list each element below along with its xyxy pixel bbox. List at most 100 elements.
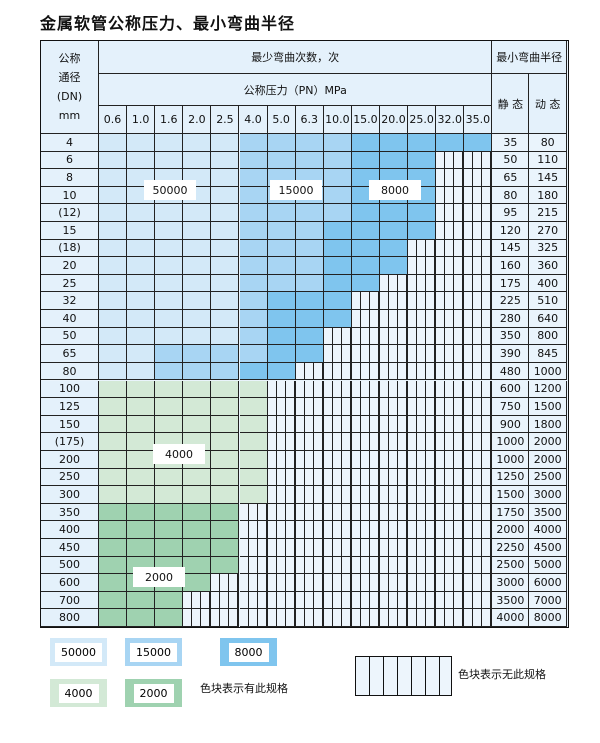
- unavailable-cell: [295, 415, 324, 434]
- unavailable-cell: [408, 327, 437, 346]
- available-cell: [380, 204, 409, 223]
- available-cell: [351, 134, 380, 152]
- page-title: 金属软管公称压力、最小弯曲半径: [40, 14, 296, 33]
- available-cell: [295, 239, 324, 258]
- dynamic-radius: 640: [529, 310, 567, 328]
- available-cell: [127, 468, 156, 487]
- available-cell: [183, 310, 212, 328]
- static-radius: 65: [492, 169, 530, 187]
- unavailable-cell: [267, 415, 296, 434]
- available-cell: [295, 151, 324, 170]
- dn-cell: 400: [41, 521, 99, 539]
- static-radius: 95: [492, 204, 530, 223]
- dn-cell: 15: [41, 222, 99, 240]
- unavailable-cell: [295, 380, 324, 399]
- available-cell: [99, 345, 128, 363]
- available-cell: [183, 415, 212, 434]
- dynamic-radius: 1200: [529, 380, 567, 399]
- available-cell: [155, 151, 184, 170]
- available-cell: [127, 257, 156, 275]
- dynamic-radius: 2500: [529, 468, 567, 487]
- static-radius: 4000: [492, 609, 530, 627]
- dn-cell: 200: [41, 450, 99, 469]
- dn-cell: (12): [41, 204, 99, 223]
- available-cell: [127, 239, 156, 258]
- available-cell: [211, 468, 240, 487]
- unavailable-cell: [295, 486, 324, 504]
- available-cell: [99, 398, 128, 416]
- available-cell: [211, 204, 240, 223]
- unavailable-cell: [351, 415, 380, 434]
- unavailable-cell: [408, 310, 437, 328]
- static-radius: 350: [492, 327, 530, 346]
- unavailable-cell: [351, 310, 380, 328]
- unavailable-cell: [211, 574, 240, 592]
- unavailable-cell: [295, 609, 324, 627]
- unavailable-cell: [436, 169, 465, 187]
- static-radius: 225: [492, 292, 530, 311]
- unavailable-cell: [436, 574, 465, 592]
- available-cell: [267, 327, 296, 346]
- available-cell: [155, 345, 184, 363]
- available-cell: [211, 186, 240, 205]
- unavailable-cell: [464, 538, 493, 557]
- unavailable-cell: [239, 574, 268, 592]
- available-cell: [127, 521, 156, 539]
- available-cell: [239, 433, 268, 451]
- available-cell: [239, 486, 268, 504]
- dn-cell: 450: [41, 538, 99, 557]
- unavailable-cell: [380, 327, 409, 346]
- dynamic-radius: 3000: [529, 486, 567, 504]
- unavailable-cell: [351, 591, 380, 610]
- available-cell: [183, 204, 212, 223]
- unavailable-cell: [295, 591, 324, 610]
- available-cell: [155, 327, 184, 346]
- unavailable-cell: [267, 591, 296, 610]
- unavailable-cell: [211, 609, 240, 627]
- legend-15000: 15000: [125, 638, 182, 666]
- dn-cell: 10: [41, 186, 99, 205]
- unavailable-cell: [380, 433, 409, 451]
- dn-cell: 125: [41, 398, 99, 416]
- available-cell: [99, 538, 128, 557]
- available-cell: [127, 486, 156, 504]
- dynamic-radius: 7000: [529, 591, 567, 610]
- available-cell: [155, 415, 184, 434]
- unavailable-cell: [408, 556, 437, 575]
- available-cell: [99, 521, 128, 539]
- pressure-col-header: 20.0: [380, 106, 409, 134]
- available-cell: [183, 151, 212, 170]
- dynamic-radius: 180: [529, 186, 567, 205]
- unavailable-cell: [351, 433, 380, 451]
- dn-cell: 150: [41, 415, 99, 434]
- dynamic-radius: 8000: [529, 609, 567, 627]
- available-cell: [267, 292, 296, 311]
- legend-label: 15000: [130, 642, 177, 662]
- available-cell: [155, 398, 184, 416]
- unavailable-cell: [351, 450, 380, 469]
- static-radius: 1750: [492, 503, 530, 522]
- unavailable-cell: [380, 274, 409, 293]
- available-cell: [127, 204, 156, 223]
- label-15000: 15000: [270, 180, 322, 200]
- available-cell: [211, 292, 240, 311]
- available-cell: [211, 345, 240, 363]
- available-cell: [183, 503, 212, 522]
- unavailable-cell: [267, 556, 296, 575]
- dn-cell: 65: [41, 345, 99, 363]
- label-50000: 50000: [144, 180, 196, 200]
- unavailable-cell: [436, 433, 465, 451]
- unavailable-cell: [436, 468, 465, 487]
- available-cell: [183, 486, 212, 504]
- static-radius: 3000: [492, 574, 530, 592]
- unavailable-cell: [464, 151, 493, 170]
- unavailable-cell: [295, 574, 324, 592]
- dn-cell: 20: [41, 257, 99, 275]
- available-cell: [323, 151, 352, 170]
- unavailable-cell: [323, 362, 352, 381]
- available-cell: [99, 503, 128, 522]
- unavailable-cell: [351, 345, 380, 363]
- unavailable-cell: [183, 591, 212, 610]
- dynamic-header: 动 态: [529, 74, 567, 134]
- unavailable-cell: [436, 609, 465, 627]
